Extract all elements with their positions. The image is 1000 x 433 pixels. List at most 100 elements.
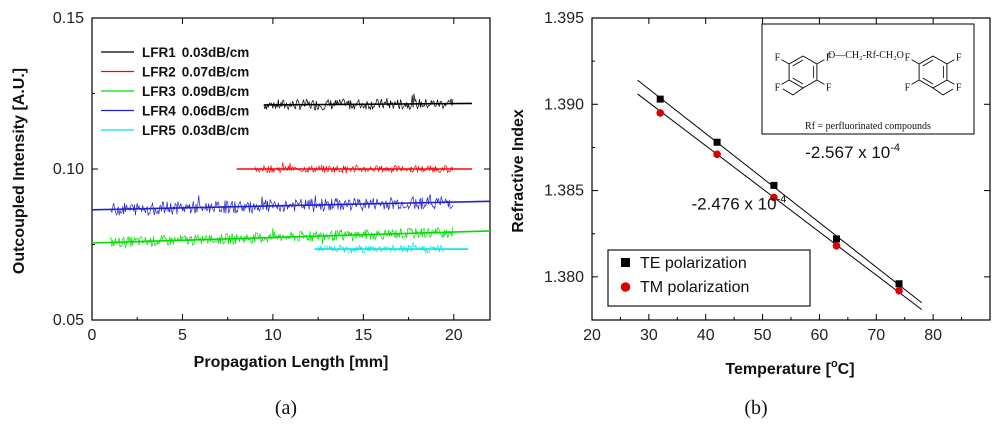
ring-double-bond: [922, 77, 934, 85]
fluorine-label: F: [826, 82, 832, 93]
slope-exponent: -4: [890, 142, 900, 154]
series-lfr5: [314, 241, 469, 254]
fluorine-bond: [816, 59, 825, 65]
y-tick-labels-a: 0.05 0.10 0.15: [53, 10, 84, 329]
x-tick-label-b: 50: [754, 327, 772, 344]
y-tick-label-b: 1.395: [544, 10, 584, 27]
chart-a: 0 5 10 15 20 0.05 0.10 0.15 LFR1 0.03dB/cm LFR2 0…: [11, 10, 491, 419]
x-tick-label-a: 10: [264, 327, 282, 344]
legend-name: LFR1: [142, 45, 176, 60]
inset-structure: O—CH₂-Rf-CH₂O F F F F F F F F Rf = perfluorinat…: [761, 23, 975, 135]
slope-annotations: -2.567 x 10-4-2.476 x 10-4: [692, 142, 901, 214]
x-tick-labels-a: 0 5 10 15 20: [88, 327, 463, 344]
data-point-tm: [832, 241, 841, 250]
caption-a: (a): [275, 397, 297, 419]
series-group-a: [91, 93, 491, 254]
fit-line-te: [637, 79, 923, 304]
noisy-trace-lfr2: [254, 162, 454, 174]
benzene-ring-right: [911, 55, 955, 96]
x-tick-label-a: 5: [178, 327, 187, 344]
x-axis-label-b-tail: C]: [838, 361, 855, 378]
y-tick-label-b: 1.380: [544, 269, 584, 286]
x-tick-label-b: 70: [867, 327, 885, 344]
slope-annotation-tm: -2.476 x 10-4: [692, 194, 787, 214]
x-tick-label-a: 20: [445, 327, 463, 344]
x-tick-label-b: 40: [697, 327, 715, 344]
chart-b: 20 30 40 50 60 70 80 1.380 1.385 1.390 1.395 -2.5…: [510, 10, 991, 419]
legend-label-lfr3: LFR3 0.09dB/cm: [142, 84, 249, 99]
axis-ticks-b: [591, 17, 990, 320]
data-point-tm: [895, 286, 903, 295]
y-axis-label-b: Refractive Index: [510, 109, 527, 233]
legend-label-lfr5: LFR5 0.03dB/cm: [142, 123, 249, 138]
fluorine-label: F: [826, 53, 832, 64]
fit-line-tm: [637, 93, 923, 311]
inset-box: [761, 23, 975, 135]
legend-name: LFR2: [142, 65, 176, 80]
fluorine-bond: [946, 79, 955, 85]
series-lfr4: [91, 193, 491, 217]
fluorine-label: F: [775, 82, 781, 93]
x-axis-label-a: Propagation Length [mm]: [194, 354, 389, 371]
x-axis-label-b-main: Temperature [: [725, 361, 831, 378]
y-tick-label-b: 1.385: [544, 183, 584, 200]
x-tick-label-b: 20: [583, 327, 601, 344]
fluorine-substituents: F F F F F F F F: [775, 53, 962, 94]
fluorine-label: F: [956, 82, 962, 93]
vinyl-group: [782, 87, 804, 96]
data-point-tm: [656, 109, 665, 117]
x-axis-label-b: Temperature [oC]: [725, 358, 854, 378]
y-tick-label-a: 0.05: [53, 312, 84, 329]
fluorine-label: F: [775, 53, 781, 64]
slope-annotation-te: -2.567 x 10-4: [805, 142, 900, 162]
fluorine-label: F: [905, 53, 911, 64]
legend-label-tm: TM polarization: [640, 279, 749, 296]
fluorine-label: F: [905, 82, 911, 93]
axis-ticks-a: [91, 17, 490, 321]
x-tick-label-a: 15: [354, 327, 372, 344]
noisy-trace-lfr1: [263, 93, 454, 111]
slope-value: -2.476 x 10: [692, 195, 777, 214]
data-point-te: [656, 95, 664, 103]
noisy-trace-lfr3: [109, 226, 454, 249]
legend-loss: 0.07dB/cm: [182, 65, 250, 80]
y-tick-label-a: 0.10: [53, 161, 84, 178]
inset-caption: Rf = perfluorinated compounds: [805, 121, 931, 132]
y-tick-label-b: 1.390: [544, 96, 584, 113]
legend-box-b: [607, 249, 811, 307]
legend-loss: 0.06dB/cm: [182, 104, 250, 119]
fluorine-label: F: [956, 53, 962, 64]
caption-b: (b): [744, 397, 767, 419]
fluorine-bond: [781, 59, 790, 65]
benzene-ring-left: [781, 55, 825, 96]
x-tick-label-b: 80: [924, 327, 942, 344]
legend-a: LFR1 0.03dB/cm LFR2 0.07dB/cm LFR3 0.09dB/cm L…: [101, 45, 249, 138]
fit-line-lfr4: [91, 200, 491, 211]
legend-label-te: TE polarization: [640, 255, 747, 272]
legend-marker-te: [621, 258, 630, 267]
fit-line-lfr3: [91, 230, 491, 244]
legend-marker-tm: [620, 282, 631, 292]
ring-double-bond: [792, 59, 804, 67]
legend-loss: 0.09dB/cm: [182, 84, 250, 99]
fluorine-bond: [816, 79, 825, 85]
vinyl-group: [932, 87, 954, 96]
data-point-te: [713, 138, 721, 146]
fluorine-bond: [946, 59, 955, 65]
structure-formula: O—CH₂-Rf-CH₂O: [828, 50, 904, 61]
legend-loss: 0.03dB/cm: [182, 45, 250, 60]
series-lfr3: [91, 226, 491, 249]
slope-value: -2.567 x 10: [805, 143, 890, 162]
x-tick-label-b: 60: [811, 327, 829, 344]
fluorine-bond: [911, 59, 920, 65]
data-point-te: [895, 280, 903, 288]
legend-name: LFR5: [142, 123, 176, 138]
slope-exponent: -4: [777, 194, 787, 206]
data-point-te: [770, 181, 778, 189]
series-lfr1: [263, 93, 472, 111]
legend-b: TE polarization TM polarization: [607, 249, 811, 307]
fit-lines-b: [637, 79, 923, 311]
fluorine-bond: [781, 79, 790, 85]
fluorine-bond: [911, 79, 920, 85]
